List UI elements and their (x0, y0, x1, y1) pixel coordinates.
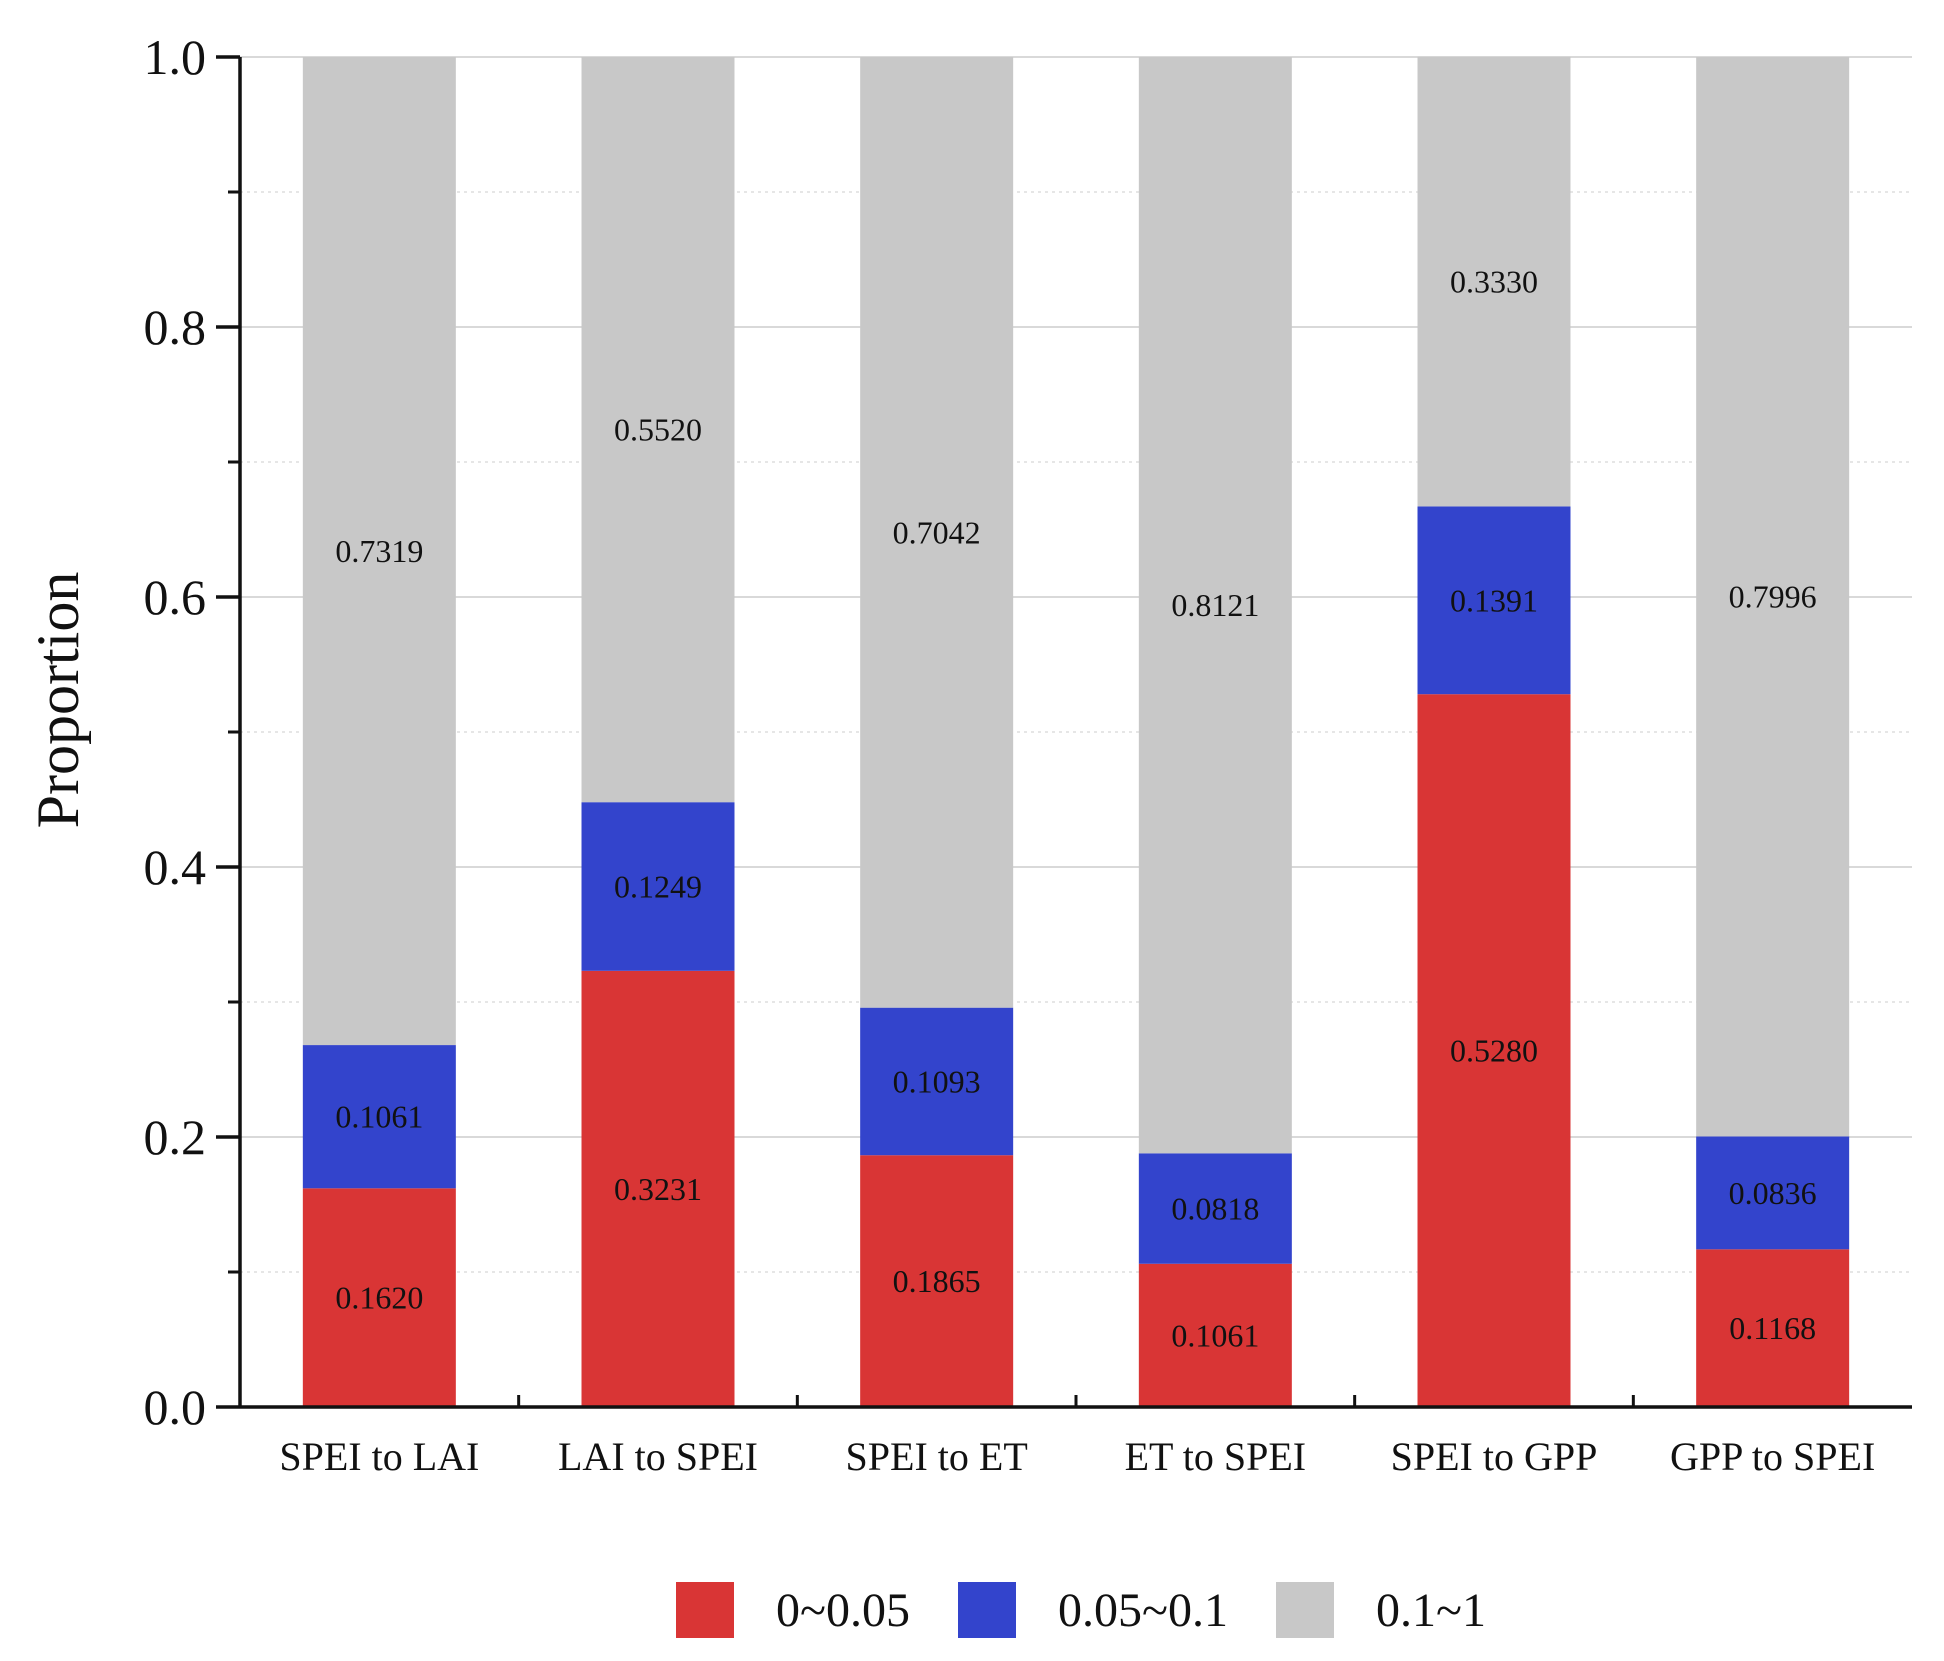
legend-label: 0.1~1 (1376, 1584, 1486, 1637)
legend: 0~0.05 0.05~0.1 0.1~1 (676, 1582, 1486, 1638)
bar-segment (302, 1188, 456, 1407)
bar-segment (1417, 694, 1571, 1407)
y-tick-label: 0.0 (144, 1379, 207, 1435)
gridlines (240, 56, 1912, 1273)
bar-segment (581, 970, 735, 1407)
legend-label: 0~0.05 (776, 1584, 910, 1637)
y-axis-title: Proportion (25, 572, 91, 829)
bar-segment (581, 57, 735, 803)
value-label: 0.7319 (335, 533, 423, 569)
value-label: 0.3231 (614, 1171, 702, 1207)
bar-segment (860, 57, 1014, 1008)
y-tick-label: 0.6 (144, 569, 207, 625)
x-tick-label: SPEI to ET (846, 1434, 1028, 1479)
value-label: 0.1168 (1729, 1310, 1816, 1346)
x-tick-label: SPEI to GPP (1391, 1434, 1598, 1479)
legend-swatch (676, 1582, 734, 1638)
y-tick-label: 0.2 (144, 1109, 207, 1165)
value-label: 0.1061 (335, 1099, 423, 1135)
legend-swatch (1276, 1582, 1334, 1638)
y-tick-label: 1.0 (144, 29, 207, 85)
legend-swatch (958, 1582, 1016, 1638)
y-tick-label: 0.4 (144, 839, 207, 895)
bar-segment (1138, 57, 1292, 1154)
x-tick-label: ET to SPEI (1125, 1434, 1307, 1479)
value-label: 0.8121 (1171, 587, 1259, 623)
bar-segment (1417, 506, 1571, 695)
y-tick-label: 0.8 (144, 299, 207, 355)
x-tick-label: SPEI to LAI (279, 1434, 479, 1479)
value-label: 0.1249 (614, 869, 702, 905)
value-label: 0.1865 (893, 1263, 981, 1299)
bar-segment (302, 57, 456, 1046)
value-label: 0.0818 (1171, 1191, 1259, 1227)
value-label: 0.1061 (1171, 1317, 1259, 1353)
value-label: 0.5520 (614, 412, 702, 448)
bar-segment (581, 802, 735, 971)
x-tick-label: LAI to SPEI (558, 1434, 758, 1479)
bars (302, 56, 1850, 1407)
bar-segment (1696, 1249, 1850, 1407)
value-label: 0.3330 (1450, 264, 1538, 300)
value-label: 0.1093 (893, 1063, 981, 1099)
bar-segment (302, 1045, 456, 1189)
bar-segment (1417, 56, 1571, 507)
value-label: 0.7042 (893, 514, 981, 550)
x-tick-label: GPP to SPEI (1670, 1434, 1875, 1479)
value-label: 0.1391 (1450, 582, 1538, 618)
value-label: 0.7996 (1729, 579, 1817, 615)
bar-segment (860, 1155, 1014, 1407)
value-label: 0.1620 (335, 1280, 423, 1316)
bar-segment (1696, 57, 1850, 1137)
bar-segment (1138, 1153, 1292, 1264)
value-label: 0.5280 (1450, 1033, 1538, 1069)
value-labels: 0.1620 0.1061 0.7319 0.3231 0.1249 0.5520 0.18… (335, 264, 1816, 1354)
bar-segment (860, 1007, 1014, 1156)
axes: SPEI to LAI LAI to SPEI SPEI to ET ET to SP… (144, 29, 1912, 1479)
bar-segment (1138, 1263, 1292, 1407)
value-label: 0.0836 (1729, 1175, 1817, 1211)
legend-label: 0.05~0.1 (1058, 1584, 1228, 1637)
bar-segment (1696, 1136, 1850, 1250)
